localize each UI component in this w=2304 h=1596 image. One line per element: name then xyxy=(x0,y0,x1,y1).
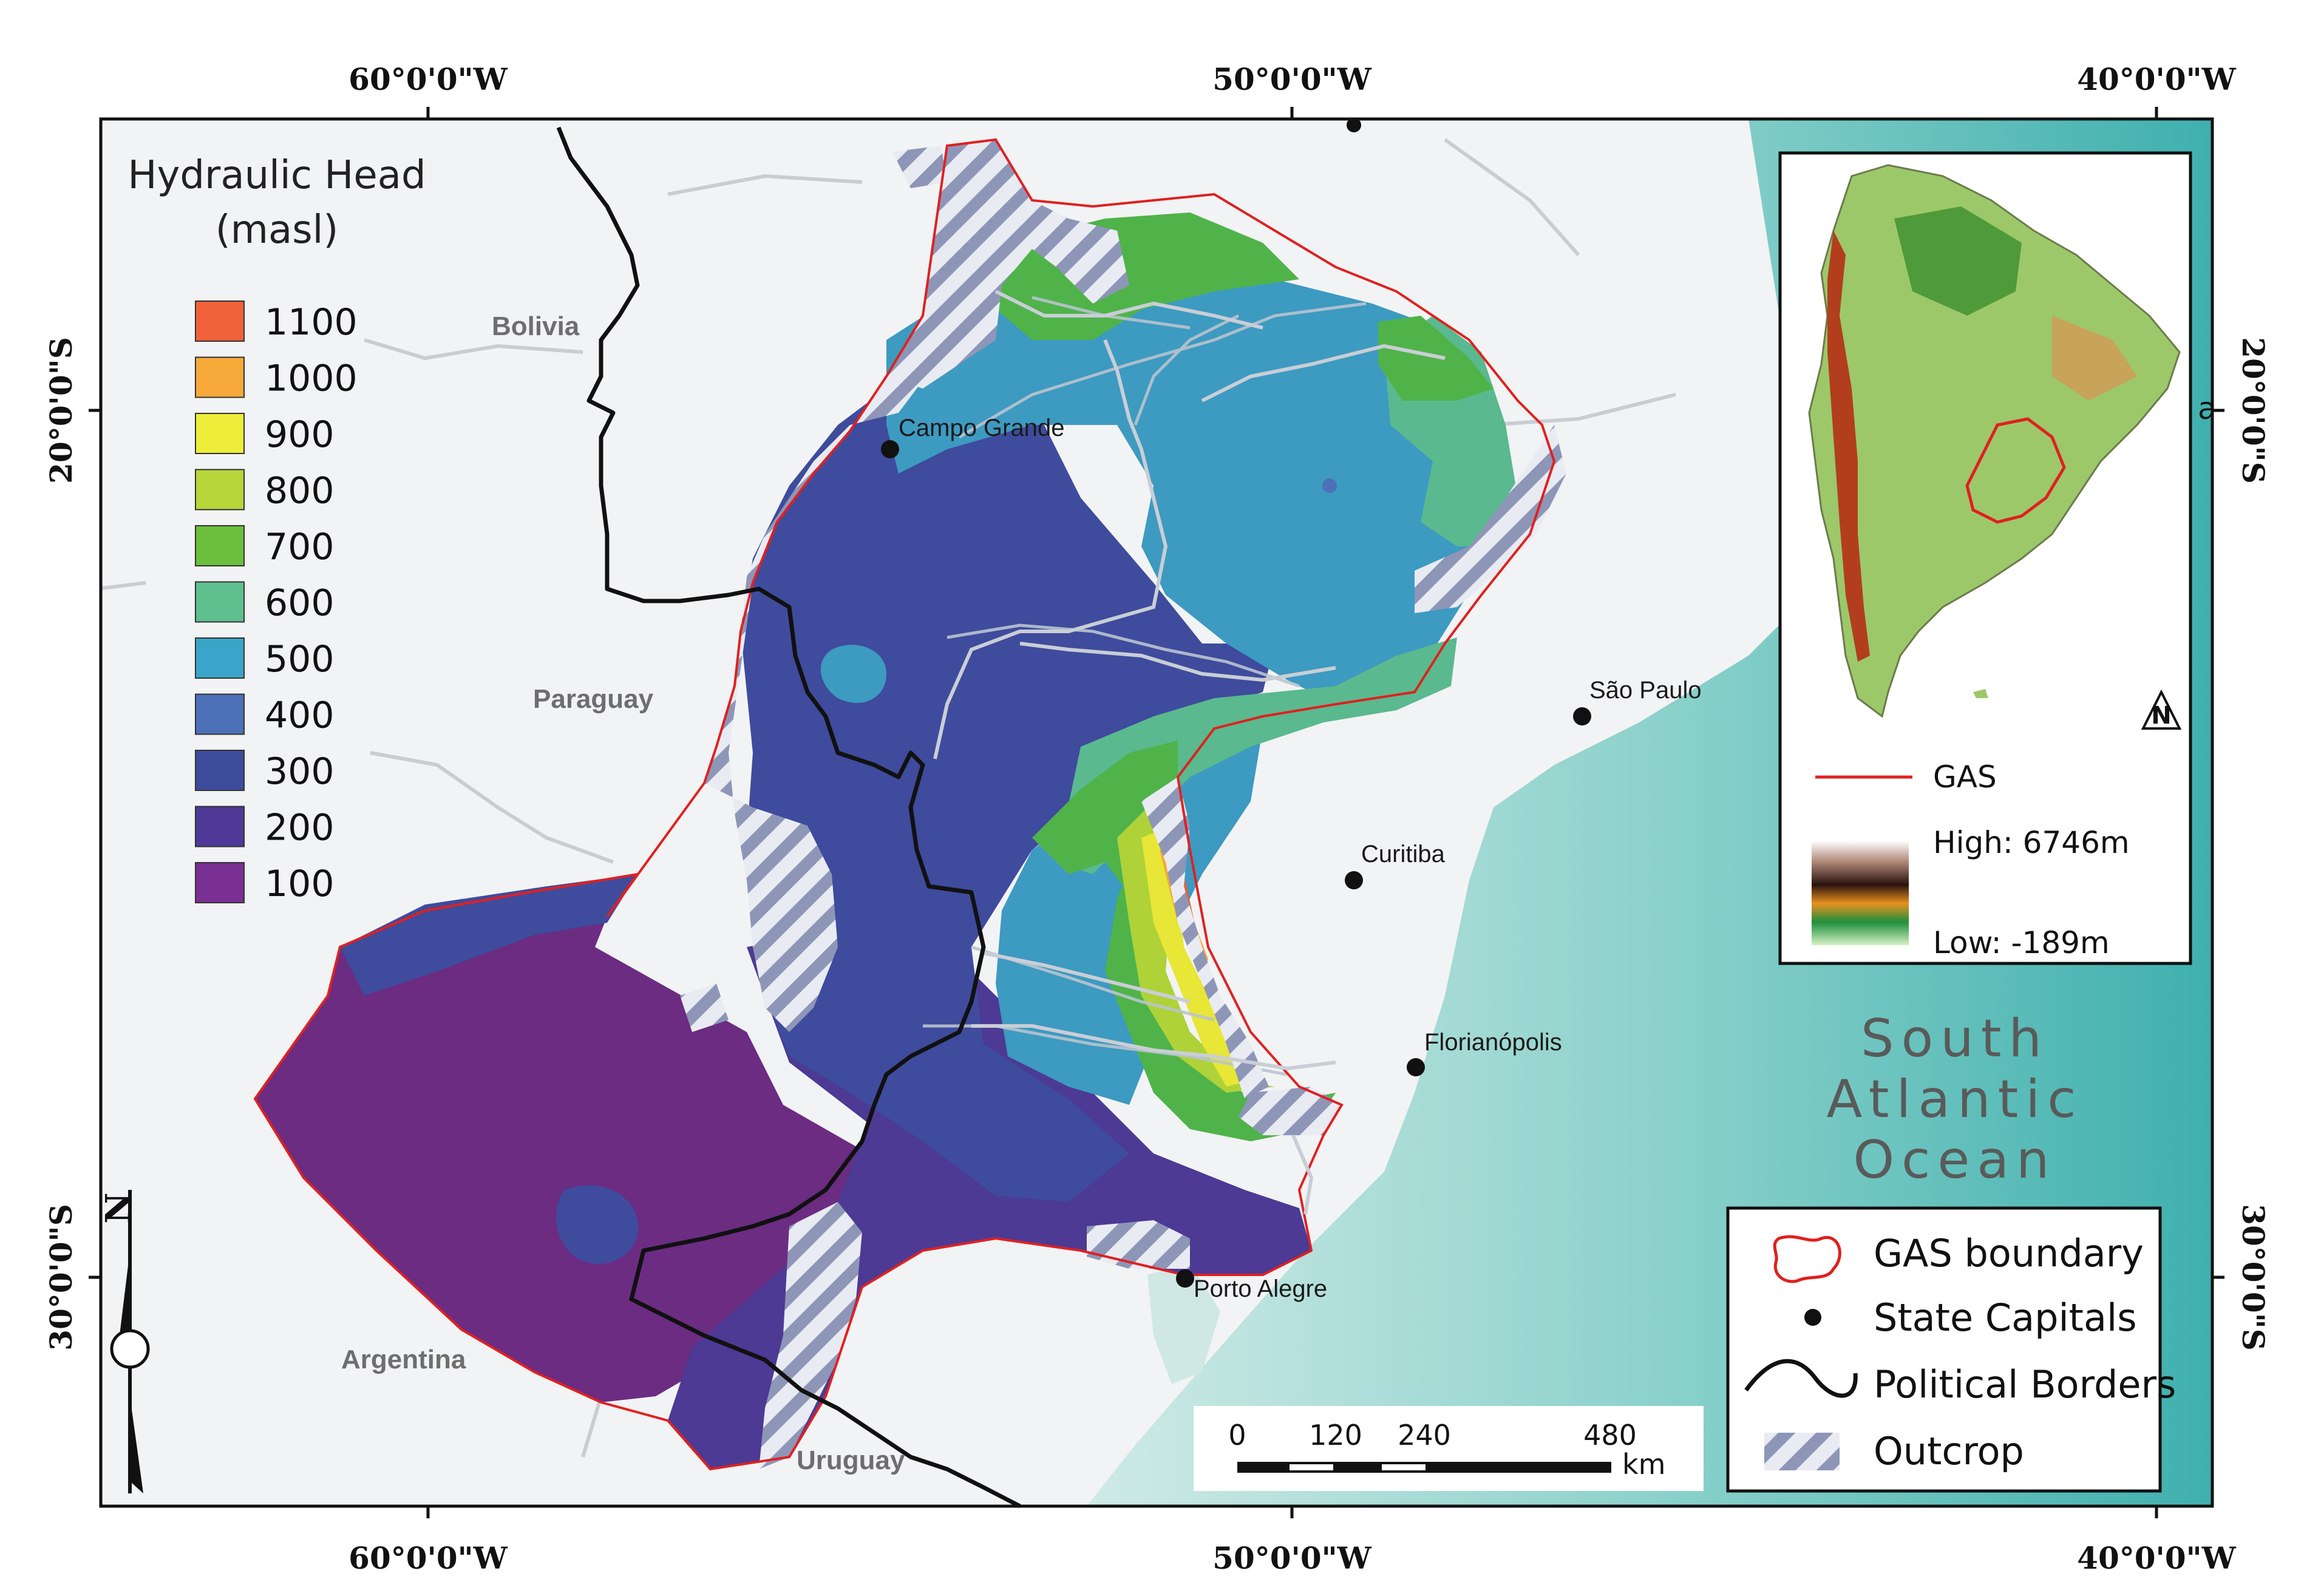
city-label-sao-paulo: São Paulo xyxy=(1589,677,1702,704)
legend-swatch-300 xyxy=(195,750,245,791)
legend-title-line1: Hydraulic Head xyxy=(127,153,426,198)
key-label-state-capitals: State Capitals xyxy=(1874,1295,2137,1340)
legend-swatch-100 xyxy=(195,862,245,903)
country-label-argentina: Argentina xyxy=(341,1345,466,1374)
graticule-ticks xyxy=(89,107,2224,1518)
legend-label-300: 300 xyxy=(265,750,335,793)
lon-label-bottom-50w: 50°0'0"W xyxy=(1212,1540,1372,1576)
outcrop-areas xyxy=(680,140,1566,1469)
legend-label-600: 600 xyxy=(265,582,335,625)
key-label-outcrop: Outcrop xyxy=(1874,1429,2024,1473)
lon-label-top-40w: 40°0'0"W xyxy=(2077,61,2237,97)
legend-swatch-1000 xyxy=(195,356,245,398)
inset-gas-outline xyxy=(1965,417,2066,524)
lon-label-top-50w: 50°0'0"W xyxy=(1212,61,1372,97)
legend-swatch-600 xyxy=(195,581,245,623)
legend-label-800: 800 xyxy=(265,470,335,512)
key-label-political-borders: Political Borders xyxy=(1874,1362,2176,1407)
legend-swatch-900 xyxy=(195,413,245,454)
legend-label-1100: 1100 xyxy=(265,301,358,344)
lon-label-bottom-60w: 60°0'0"W xyxy=(348,1540,508,1576)
legend-swatch-700 xyxy=(195,525,245,566)
ocean-label-line2: Atlantic xyxy=(1826,1069,2083,1130)
lat-label-left-20s: 20°0'0"S xyxy=(43,337,79,484)
legend-swatch-1100 xyxy=(195,301,245,342)
legend-label-700: 700 xyxy=(265,526,335,568)
rivers xyxy=(933,290,1446,1215)
capital-curitiba xyxy=(1345,871,1363,889)
city-label-porto-alegre: Porto Alegre xyxy=(1194,1275,1327,1302)
legend-label-500: 500 xyxy=(265,638,335,681)
capital-florianopolis xyxy=(1407,1058,1425,1076)
zone-500 xyxy=(886,255,1500,704)
political-border-symbol xyxy=(1744,1359,1858,1398)
capital-campo-grande xyxy=(881,440,899,458)
key-label-gas-boundary: GAS boundary xyxy=(1874,1231,2144,1275)
legend-swatch-800 xyxy=(195,469,245,511)
zone-700-south xyxy=(1032,741,1336,1141)
city-label-curitiba: Curitiba xyxy=(1361,841,1446,868)
legend-swatch-400 xyxy=(195,693,245,735)
zone-400-dot xyxy=(1322,478,1337,493)
zone-300-island xyxy=(556,1185,639,1264)
country-label-uruguay: Uruguay xyxy=(797,1445,905,1475)
zone-300 xyxy=(741,346,1275,1202)
country-label-paraguay: Paraguay xyxy=(533,684,654,714)
ocean-label-line3: Ocean xyxy=(1853,1130,2056,1190)
hydraulic-head-legend: Hydraulic Head (masl) 1100 1000 900 800 700 6… xyxy=(127,153,426,905)
zone-100 xyxy=(255,874,868,1402)
south-america-silhouette xyxy=(1808,164,2181,718)
svg-text:N: N xyxy=(98,1192,138,1223)
elevation-ramp xyxy=(1812,841,1909,945)
map-frame xyxy=(99,117,2214,1508)
legend-label-400: 400 xyxy=(265,694,335,737)
gas-boundary-symbol xyxy=(1773,1235,1841,1283)
legend-title-line2: (masl) xyxy=(216,208,339,253)
lat-label-right-20s: 20°0'0"S xyxy=(2235,337,2271,484)
lon-label-top-60w: 60°0'0"W xyxy=(348,61,508,97)
political-borders xyxy=(556,126,1021,1509)
scale-tick-480: 480 xyxy=(1583,1419,1637,1452)
lat-label-right-30s: 30°0'0"S xyxy=(2235,1204,2271,1351)
capital-porto-alegre xyxy=(1176,1269,1194,1288)
lon-label-bottom-40w: 40°0'0"W xyxy=(2077,1540,2237,1576)
inset-edge-letter: a xyxy=(2198,391,2217,426)
legend-swatch-200 xyxy=(195,806,245,847)
ocean-label-line1: South xyxy=(1861,1008,2049,1069)
capital-sao-paulo xyxy=(1573,707,1591,725)
city-label-campo-grande: Campo Grande xyxy=(899,415,1064,441)
state-capital-symbol xyxy=(1804,1309,1821,1326)
state-capitals xyxy=(881,118,1591,1288)
inset-north-arrow: N xyxy=(2141,689,2182,730)
inset-high-label: High: 6746m xyxy=(1933,825,2130,860)
legend-label-100: 100 xyxy=(265,863,335,905)
north-arrow: N xyxy=(98,1190,150,1493)
zone-300-west-lobe xyxy=(340,874,637,996)
scale-tick-120: 120 xyxy=(1309,1419,1362,1452)
scale-tick-0: 0 xyxy=(1228,1419,1246,1452)
zone-500-blob xyxy=(820,645,886,703)
svg-text:N: N xyxy=(2151,702,2171,730)
inset-low-label: Low: -189m xyxy=(1933,925,2110,960)
key-legend: GAS boundary State Capitals Political Bo… xyxy=(1726,1206,2176,1493)
outcrop-symbol xyxy=(1764,1433,1840,1470)
zone-900 xyxy=(1141,826,1251,1087)
legend-swatch-500 xyxy=(195,637,245,679)
legend-label-200: 200 xyxy=(265,807,335,849)
city-label-florianopolis: Florianópolis xyxy=(1424,1029,1562,1056)
lat-label-left-30s: 30°0'0"S xyxy=(43,1204,79,1351)
legend-label-1000: 1000 xyxy=(265,358,358,400)
zone-600-south xyxy=(1056,637,1457,874)
scale-unit: km xyxy=(1622,1448,1665,1481)
scale-bar: 0 120 240 480 km xyxy=(1194,1406,1704,1491)
legend-label-900: 900 xyxy=(265,413,335,456)
gas-boundary-outline xyxy=(253,138,1556,1471)
scale-tick-240: 240 xyxy=(1398,1419,1451,1452)
country-label-bolivia: Bolivia xyxy=(492,311,580,341)
inset-map: a N GAS High: 6746m Low: -189m xyxy=(1778,151,2217,965)
inset-gas-label: GAS xyxy=(1933,759,1997,795)
